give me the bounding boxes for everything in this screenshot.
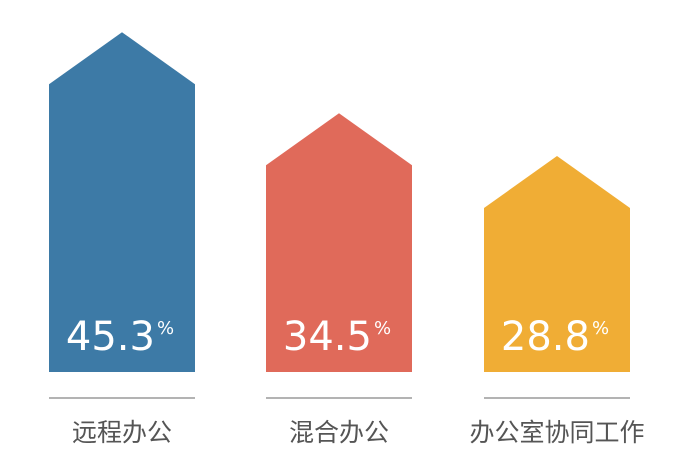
- bar: [484, 156, 630, 372]
- data-label-value: 45.3: [66, 314, 155, 360]
- data-label-unit: %: [374, 318, 391, 339]
- bar: [266, 113, 412, 372]
- data-label-value: 28.8: [501, 314, 590, 360]
- data-label: 28.8%: [501, 314, 609, 360]
- data-label-value: 34.5: [283, 314, 372, 360]
- data-label-unit: %: [592, 318, 609, 339]
- label-group: 远程办公 混合办公 办公室协同工作: [49, 397, 645, 447]
- bar: [49, 32, 195, 372]
- data-label-unit: %: [157, 318, 174, 339]
- bar-group: 45.3% 34.5% 28.8%: [49, 32, 630, 372]
- category-label: 远程办公: [72, 418, 172, 447]
- category-label: 办公室协同工作: [469, 418, 644, 447]
- data-label: 34.5%: [283, 314, 391, 360]
- category-label: 混合办公: [289, 418, 389, 447]
- data-label: 45.3%: [66, 314, 174, 360]
